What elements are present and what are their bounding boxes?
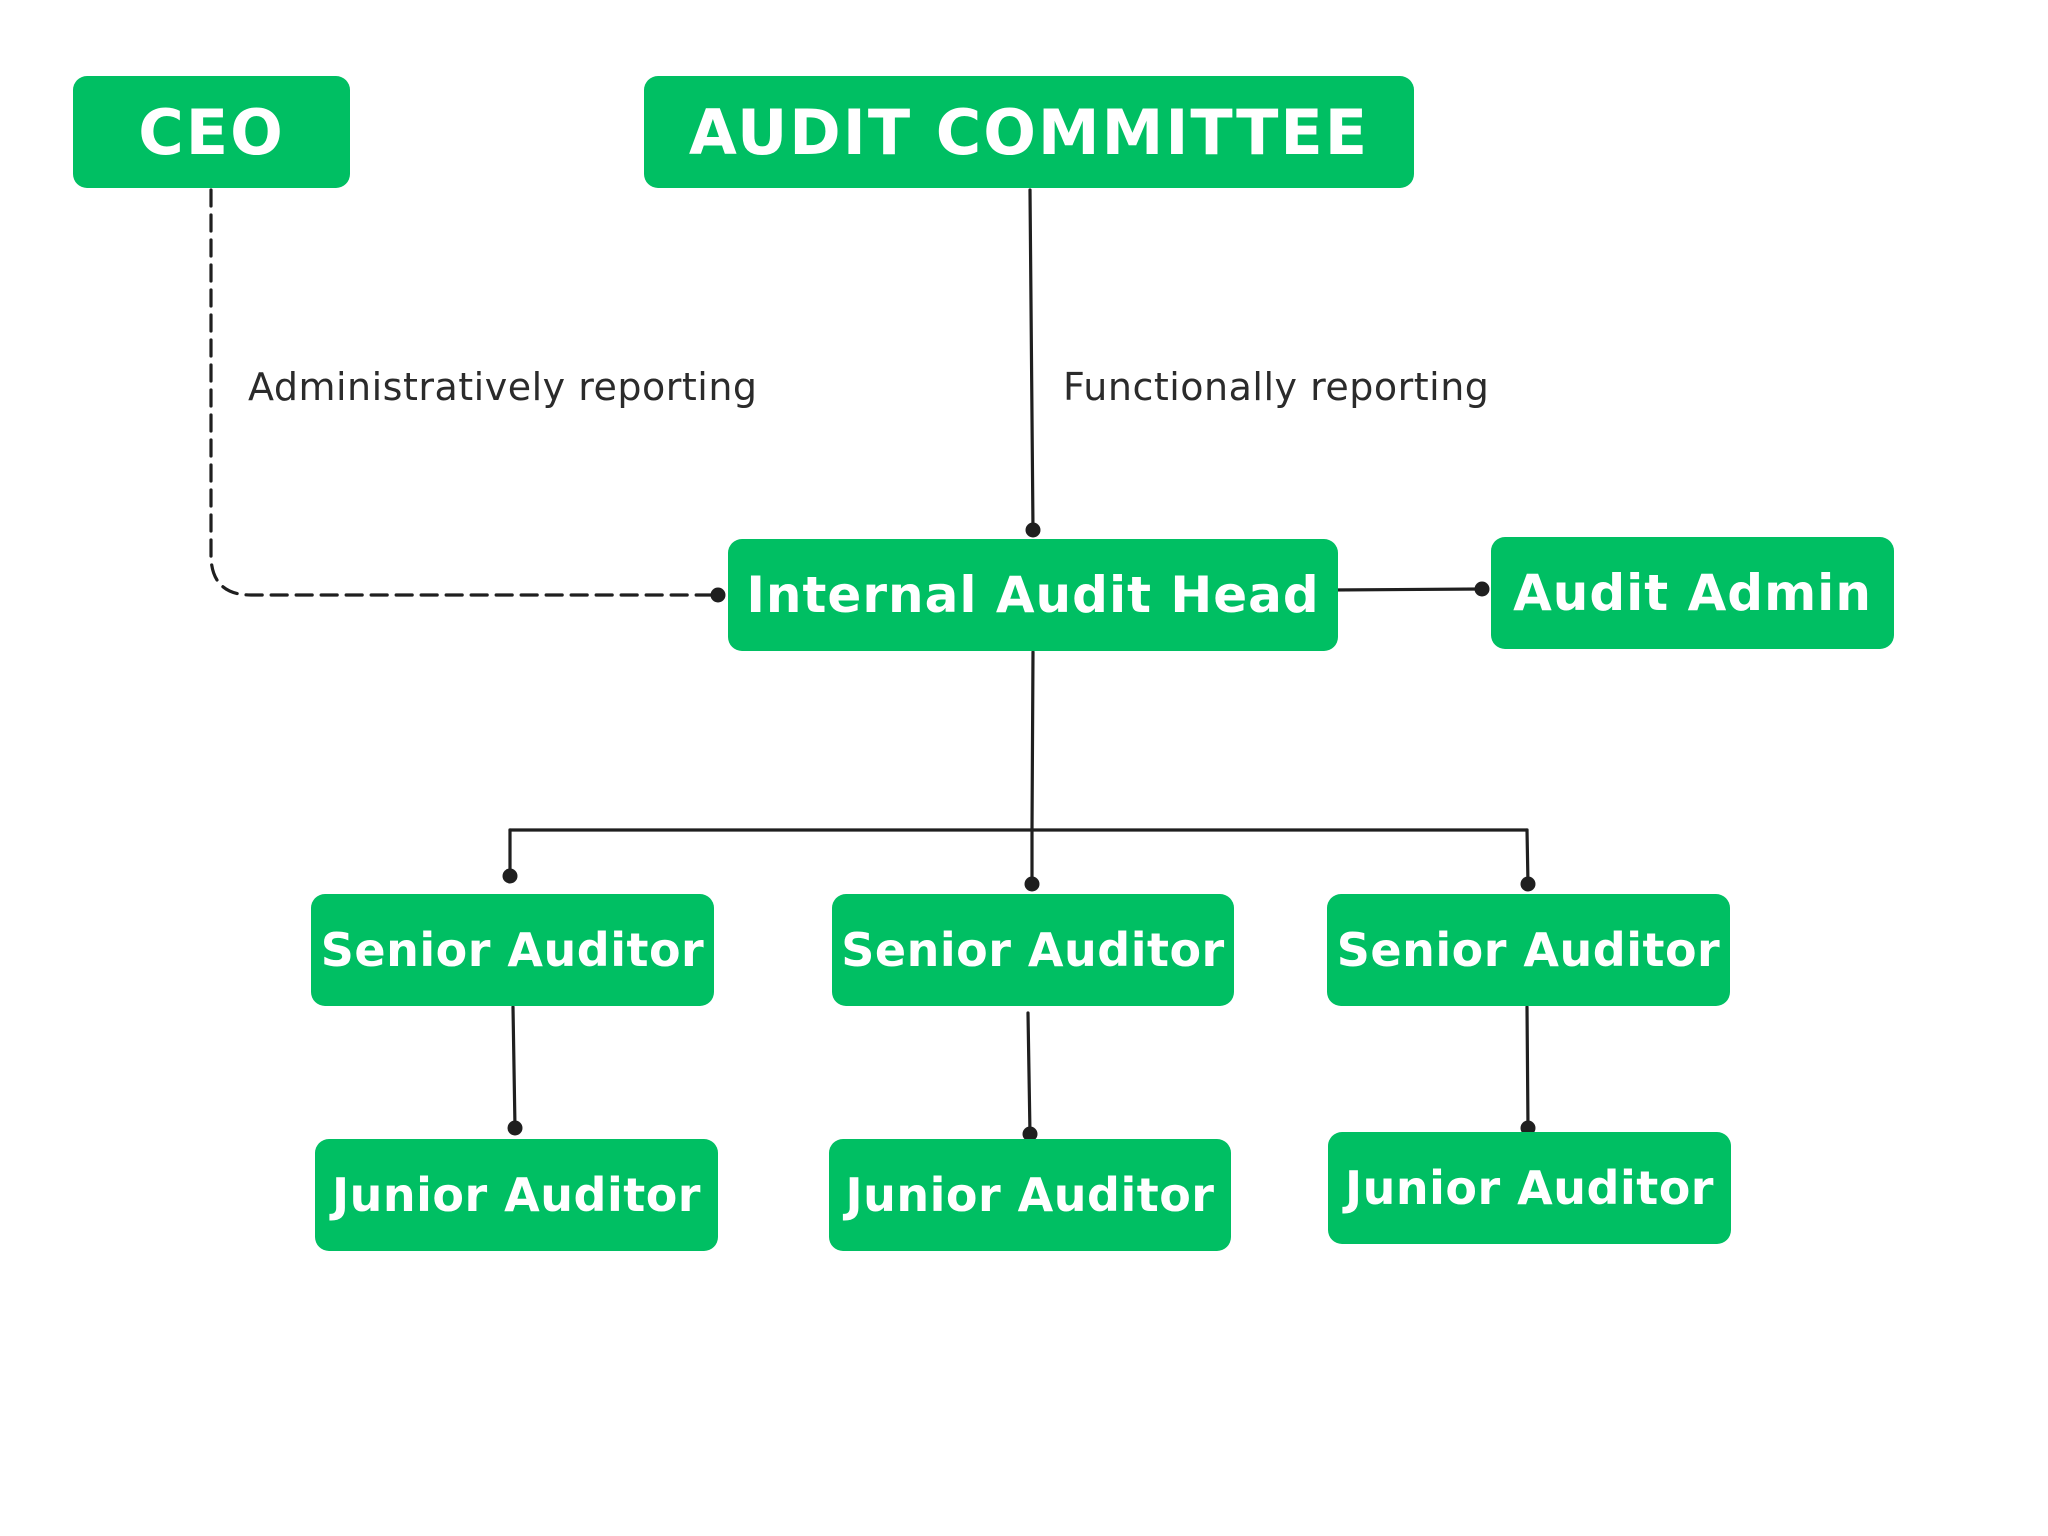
functional-reporting-line	[1028, 188, 1035, 532]
senior-auditor-1-node[interactable]: Senior Auditor	[311, 894, 714, 1006]
connector-dot	[1520, 876, 1536, 892]
connector-dot	[710, 587, 726, 603]
connector-dot	[507, 1120, 523, 1136]
connector-dot	[1474, 581, 1490, 597]
senior-3-to-junior-3	[1525, 1005, 1530, 1130]
senior-3-drop	[1525, 828, 1530, 886]
connector-dot	[1022, 1126, 1038, 1142]
senior-auditor-3-node[interactable]: Senior Auditor	[1327, 894, 1730, 1006]
functional-reporting-label: Functionally reporting	[1063, 365, 1490, 409]
audit-admin-node[interactable]: Audit Admin	[1491, 537, 1894, 649]
junior-auditor-3-node[interactable]: Junior Auditor	[1328, 1132, 1731, 1244]
audit-committee-node[interactable]: AUDIT COMMITTEE	[644, 76, 1414, 188]
head-to-seniors-trunk	[1030, 650, 1035, 832]
senior-1-to-junior-1	[511, 1005, 517, 1130]
administrative-reporting-label: Administratively reporting	[248, 365, 758, 409]
ceo-node[interactable]: CEO	[73, 76, 350, 188]
junior-auditor-1-node[interactable]: Junior Auditor	[315, 1139, 718, 1251]
internal-audit-head-node[interactable]: Internal Audit Head	[728, 539, 1338, 651]
senior-auditor-2-node[interactable]: Senior Auditor	[832, 894, 1234, 1006]
administrative-reporting-line	[209, 188, 720, 597]
senior-2-to-junior-2	[1026, 1011, 1032, 1136]
junior-auditor-2-node[interactable]: Junior Auditor	[829, 1139, 1231, 1251]
connector-dot	[1025, 522, 1041, 538]
audit-admin-line	[1328, 587, 1484, 592]
connector-dot	[1024, 876, 1040, 892]
connector-dot	[1520, 1120, 1536, 1136]
connector-dot	[502, 868, 518, 884]
